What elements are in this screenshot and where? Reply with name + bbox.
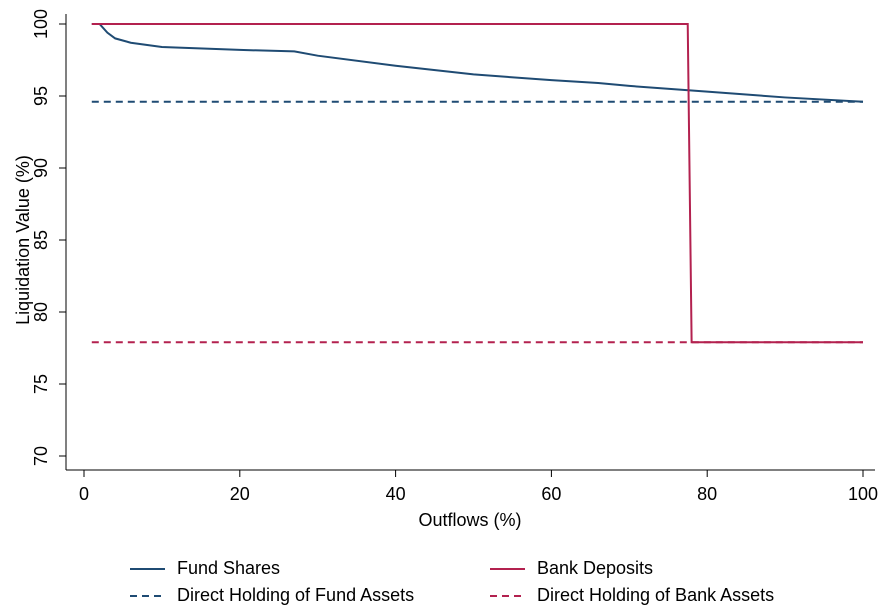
x-tick-label: 20 xyxy=(230,484,250,504)
legend-label: Bank Deposits xyxy=(537,558,653,578)
y-tick-label: 70 xyxy=(31,446,51,466)
legend-label: Direct Holding of Bank Assets xyxy=(537,585,774,605)
x-tick-label: 0 xyxy=(79,484,89,504)
x-tick-label: 100 xyxy=(848,484,878,504)
x-tick-label: 60 xyxy=(541,484,561,504)
y-tick-label: 100 xyxy=(31,9,51,39)
y-tick-label: 90 xyxy=(31,158,51,178)
y-tick-label: 75 xyxy=(31,374,51,394)
x-tick-label: 40 xyxy=(386,484,406,504)
y-tick-label: 95 xyxy=(31,86,51,106)
legend-label: Direct Holding of Fund Assets xyxy=(177,585,414,605)
data-line xyxy=(91,23,864,103)
x-axis-label: Outflows (%) xyxy=(418,510,521,530)
legend-label: Fund Shares xyxy=(177,558,280,578)
x-tick-label: 80 xyxy=(697,484,717,504)
y-axis-label: Liquidation Value (%) xyxy=(13,155,33,325)
data-line xyxy=(91,23,863,344)
y-tick-label: 80 xyxy=(31,302,51,322)
y-tick-label: 85 xyxy=(31,230,51,250)
